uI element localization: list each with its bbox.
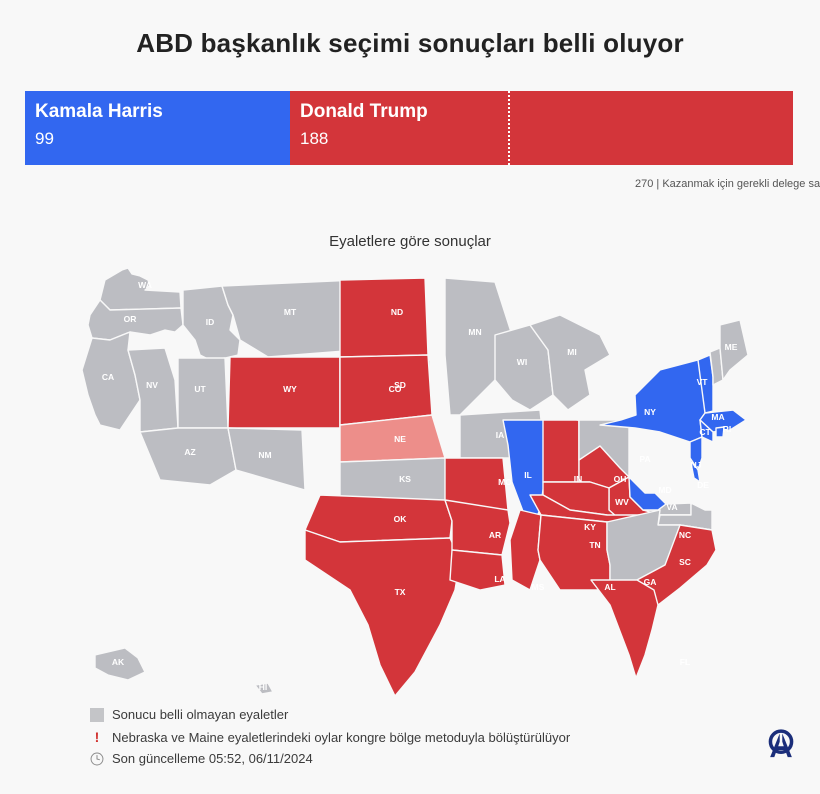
svg-text:RI: RI — [723, 424, 732, 434]
svg-text:KS: KS — [399, 474, 411, 484]
svg-text:LA: LA — [494, 574, 505, 584]
svg-text:MD: MD — [658, 485, 671, 495]
svg-text:MI: MI — [567, 347, 576, 357]
svg-text:OK: OK — [394, 514, 408, 524]
svg-text:GA: GA — [644, 577, 657, 587]
svg-text:FL: FL — [680, 657, 690, 667]
svg-text:IN: IN — [574, 474, 583, 484]
svg-text:KY: KY — [584, 522, 596, 532]
svg-text:TX: TX — [395, 587, 406, 597]
svg-text:VT: VT — [697, 377, 709, 387]
svg-text:VA: VA — [666, 502, 677, 512]
svg-text:MA: MA — [711, 412, 724, 422]
svg-text:DE: DE — [697, 480, 709, 490]
svg-text:SD: SD — [394, 380, 406, 390]
svg-text:SC: SC — [679, 557, 691, 567]
svg-text:CT: CT — [699, 427, 711, 437]
svg-text:IL: IL — [524, 470, 532, 480]
svg-text:NY: NY — [644, 407, 656, 417]
svg-text:NV: NV — [146, 380, 158, 390]
svg-text:NC: NC — [679, 530, 691, 540]
svg-text:NE: NE — [394, 434, 406, 444]
svg-text:AK: AK — [112, 657, 125, 667]
svg-text:WY: WY — [283, 384, 297, 394]
svg-text:ND: ND — [391, 307, 403, 317]
svg-text:MT: MT — [284, 307, 297, 317]
svg-text:AR: AR — [489, 530, 501, 540]
svg-text:WV: WV — [615, 497, 629, 507]
svg-text:AZ: AZ — [184, 447, 195, 457]
svg-text:UT: UT — [194, 384, 206, 394]
svg-text:ID: ID — [206, 317, 215, 327]
svg-text:OR: OR — [124, 314, 137, 324]
svg-text:AL: AL — [604, 582, 615, 592]
svg-text:NM: NM — [258, 450, 271, 460]
svg-text:PA: PA — [639, 454, 650, 464]
svg-text:MO: MO — [498, 477, 512, 487]
svg-text:MN: MN — [468, 327, 481, 337]
svg-text:NJ: NJ — [691, 460, 702, 470]
svg-text:HI: HI — [259, 682, 268, 692]
svg-text:WI: WI — [517, 357, 527, 367]
svg-text:WA: WA — [138, 280, 152, 290]
svg-text:TN: TN — [589, 540, 600, 550]
svg-text:OH: OH — [614, 474, 627, 484]
svg-text:ME: ME — [725, 342, 738, 352]
svg-text:CA: CA — [102, 372, 114, 382]
svg-text:IA: IA — [496, 430, 505, 440]
svg-text:MS: MS — [532, 582, 545, 592]
